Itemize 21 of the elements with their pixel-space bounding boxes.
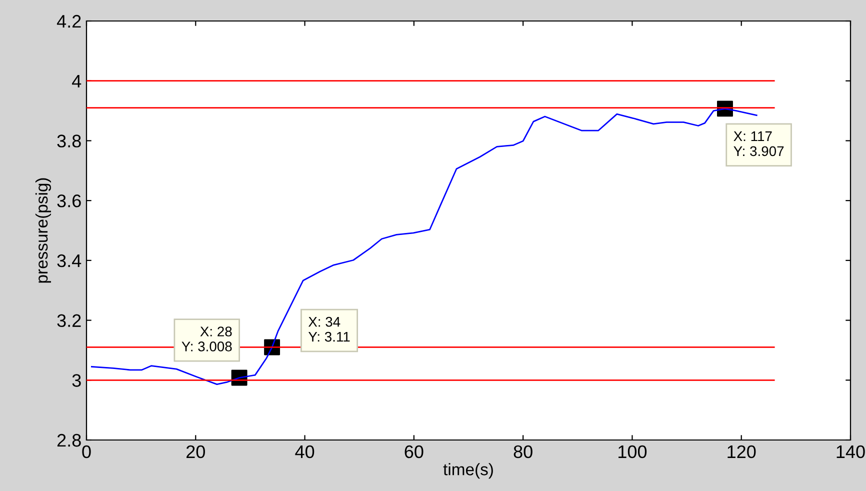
x-tick-label: 120 bbox=[728, 445, 756, 458]
annotation: X: 28 Y: 3.008 bbox=[182, 326, 232, 352]
y-tick-label: 3.8 bbox=[57, 134, 81, 148]
annotation: X: 117 Y: 3.907 bbox=[734, 131, 784, 156]
x-tick-label: 140 bbox=[836, 445, 865, 458]
y-tick-label: 3.6 bbox=[57, 194, 81, 208]
x-tick-label: 80 bbox=[514, 445, 532, 458]
y-axis-title: pressure(psig) bbox=[35, 178, 51, 283]
y-tick-label: 3 bbox=[72, 374, 81, 387]
y-tick-label: 2.8 bbox=[57, 434, 81, 447]
y-tick-label: 3.4 bbox=[57, 254, 82, 268]
y-tick-label: 3.2 bbox=[57, 314, 81, 328]
x-tick-label: 40 bbox=[295, 445, 314, 458]
x-tick-label: 0 bbox=[82, 445, 91, 458]
x-tick-label: 60 bbox=[404, 445, 424, 458]
x-axis-title: time(s) bbox=[443, 463, 493, 479]
x-tick-label: 20 bbox=[186, 445, 205, 458]
annotation: X: 34 Y: 3.11 bbox=[308, 316, 350, 342]
x-tick-label: 100 bbox=[618, 445, 647, 458]
y-tick-label: 4.2 bbox=[56, 14, 81, 28]
y-tick-label: 4 bbox=[72, 74, 82, 88]
